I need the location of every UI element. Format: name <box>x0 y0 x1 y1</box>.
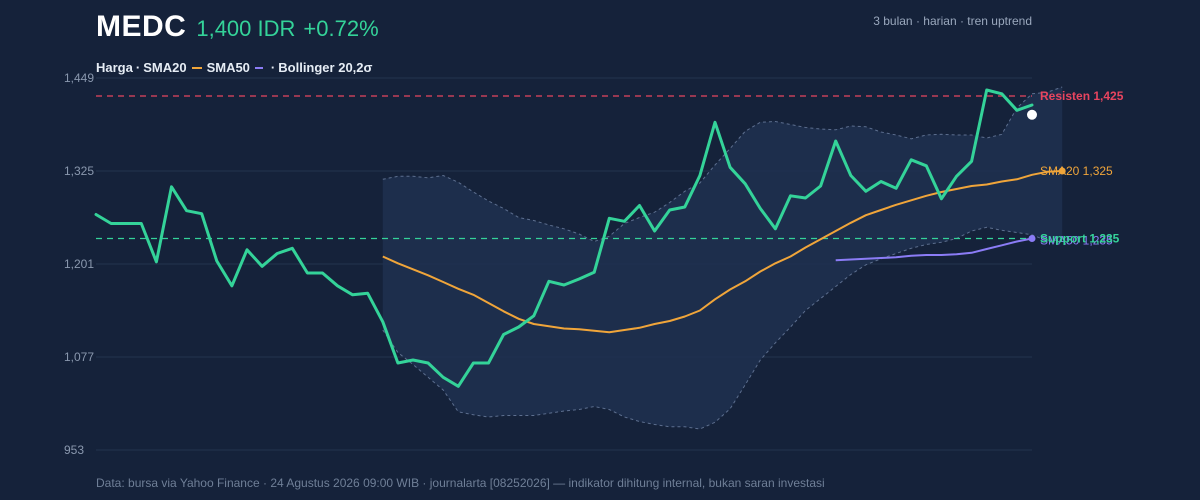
sma50-line <box>835 237 1033 262</box>
y-tick-label: 1,449 <box>64 71 94 85</box>
legend-sma20: SMA20 <box>143 60 187 75</box>
legend-separator: · <box>270 60 276 75</box>
sma20-value-label: SMA20 1,325 <box>1040 164 1113 178</box>
bollinger-lower-line <box>382 226 1063 430</box>
chart-legend: Harga · SMA20 SMA50 · Bollinger 20,2σ <box>96 60 372 75</box>
last-price: 1,400 IDR <box>196 16 296 41</box>
legend-bollinger: Bollinger 20,2σ <box>278 60 373 75</box>
sma50-last-marker <box>1028 235 1036 242</box>
resistance-label: Resisten 1,425 <box>1040 89 1124 103</box>
sma20-last-marker <box>1058 167 1066 175</box>
chart-meta: 3 bulan · harian · tren uptrend <box>873 14 1032 28</box>
legend-sma50: SMA50 <box>206 60 250 75</box>
y-tick-label: 1,201 <box>64 257 94 271</box>
bollinger-band-fill <box>382 87 1063 429</box>
legend-separator: · <box>135 60 141 75</box>
bollinger-upper-line <box>382 86 1063 243</box>
price-line <box>94 88 1034 388</box>
y-tick-label: 1,325 <box>64 164 94 178</box>
support-label: Support 1,235 <box>1040 232 1120 246</box>
y-tick-label: 1,077 <box>64 350 94 364</box>
y-tick-label: 953 <box>64 443 84 457</box>
legend-bb-swatch <box>254 66 263 69</box>
legend-sma-swatch <box>191 66 202 69</box>
chart-header: MEDC 1,400 IDR +0.72% <box>96 10 379 44</box>
sma50-value-label: SMA50 1,235 <box>1040 234 1113 248</box>
price-last-marker <box>1027 109 1037 120</box>
ticker-symbol: MEDC <box>96 10 187 43</box>
data-source-footer: Data: bursa via Yahoo Finance · 24 Agust… <box>96 476 825 490</box>
sma20-line <box>382 170 1063 334</box>
legend-harga: Harga <box>96 60 133 75</box>
price-change: +0.72% <box>303 16 379 41</box>
